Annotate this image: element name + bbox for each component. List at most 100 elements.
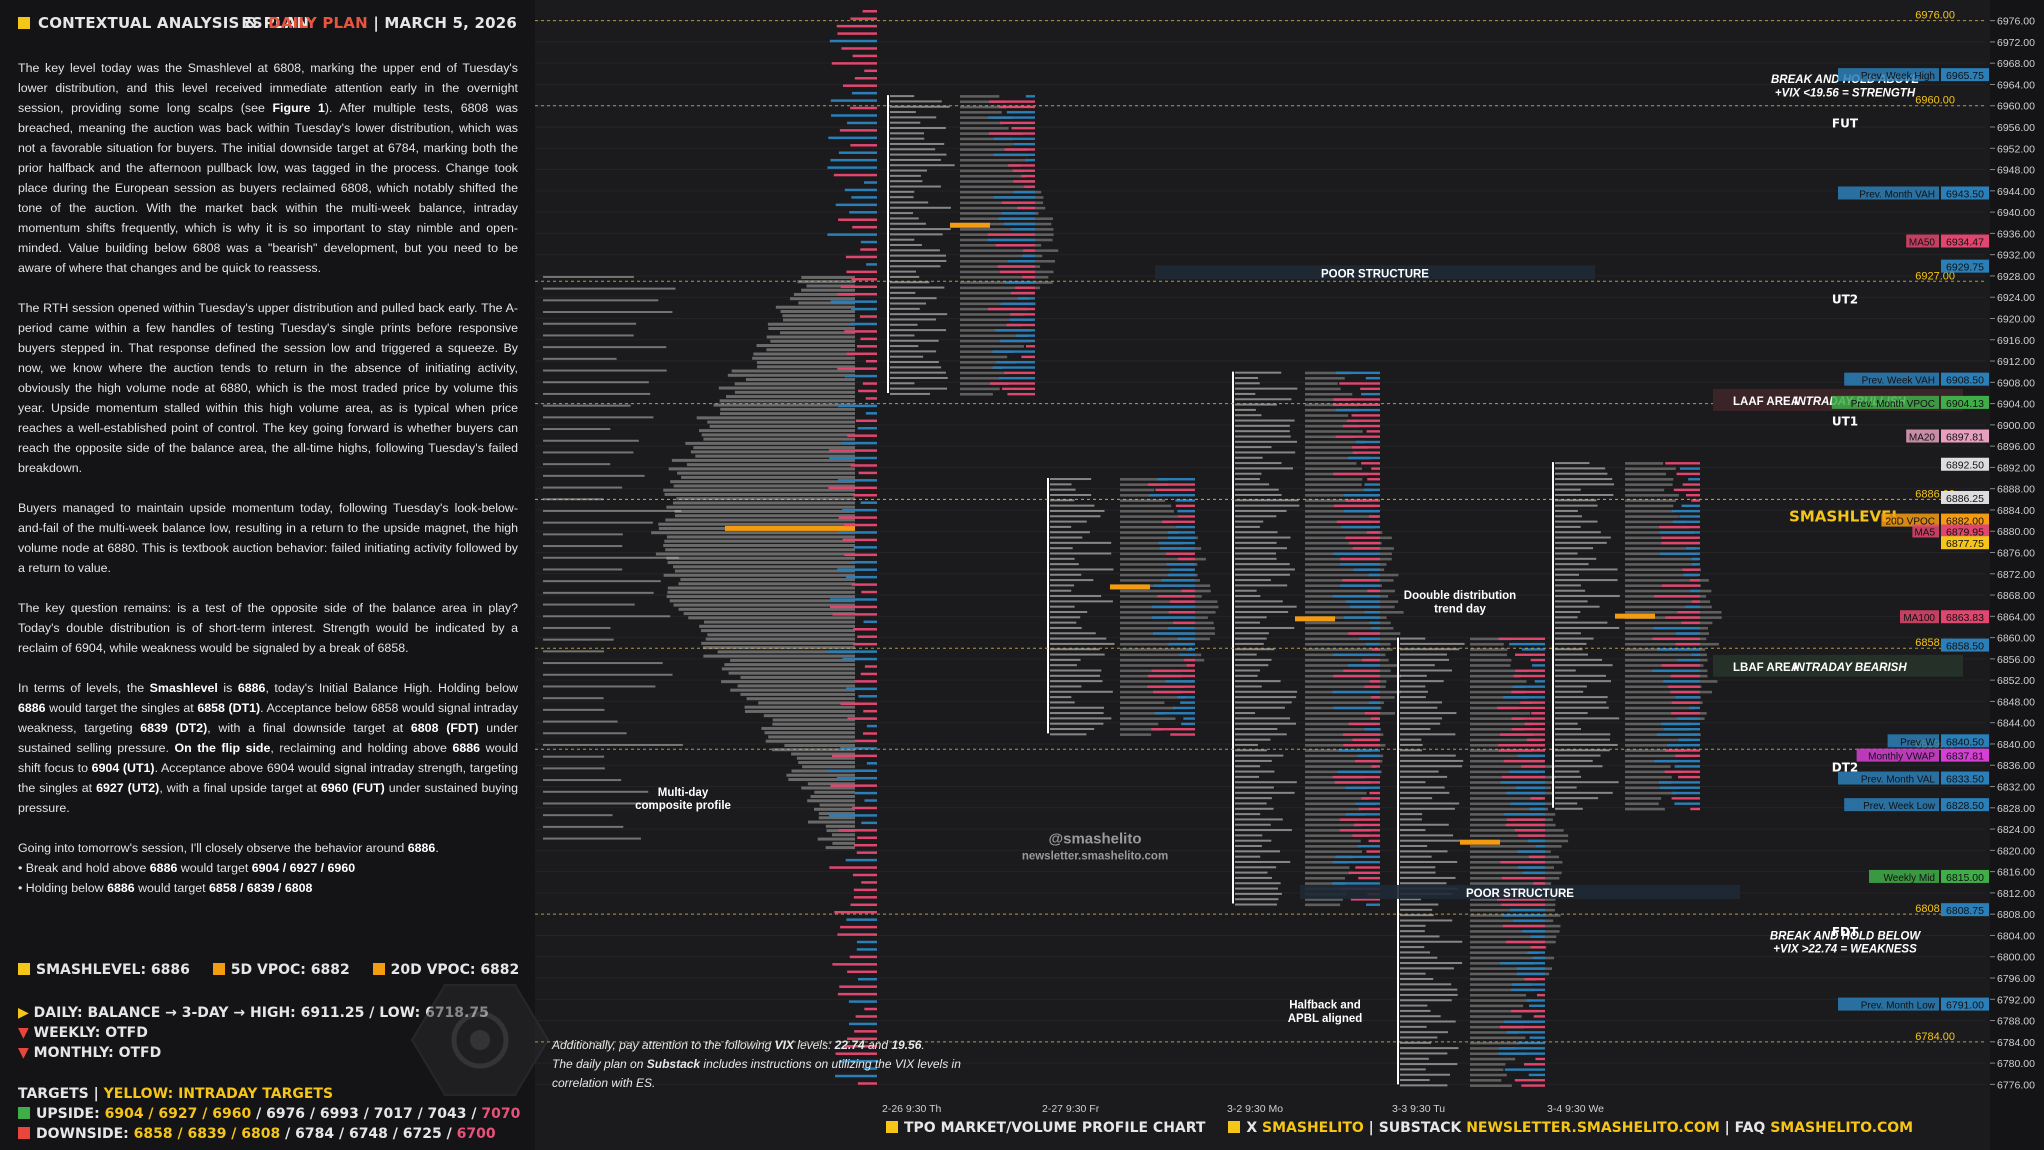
session-volume-bar [1506,818,1545,821]
session-profile-bar [1120,557,1206,561]
tpo-row [890,265,941,268]
session-profile-bar [1470,717,1525,720]
session-volume-bar [1341,525,1380,529]
session-volume-bar [1510,802,1545,805]
tpo-row [1235,674,1258,677]
composite-volume-bar [842,508,877,512]
tpo-row [890,345,919,348]
composite-volume-bar [845,255,877,259]
session-volume-bar [1370,696,1380,699]
session-profile-bar [1305,866,1350,869]
price-badge-name-bg [1844,372,1939,386]
session-volume-bar [1340,557,1380,561]
tpo-row [1050,611,1088,614]
composite-volume-bar [863,732,877,735]
annotation-text: LBAF AREA [1733,662,1799,674]
tpo-row [1400,664,1435,667]
annotation-text: LAAF AREA [1733,396,1799,408]
session-volume-bar [1344,509,1380,513]
composite-volume-bar [857,635,877,638]
composite-bar [666,535,855,539]
tpo-row [890,100,942,103]
session-profile-bar [960,291,1035,295]
session-volume-bar [1502,924,1545,928]
tpo-row [1400,1009,1431,1012]
composite-bar [786,773,855,777]
session-profile-bar [1470,882,1552,885]
tpo-row [1400,754,1456,757]
axis-tick-label: 6840.00 [1997,739,2035,751]
price-badge [1941,638,1989,652]
composite-volume-bar [853,628,877,631]
composite-volume-bar [838,531,877,534]
tpo-row [1400,930,1425,933]
session-profile-bar [1470,765,1555,768]
session-volume-bar [1186,664,1195,667]
composite-volume-bar [830,158,877,162]
composite-bar [665,518,855,522]
session-profile-bar [960,275,1049,279]
tpo-row [890,281,930,284]
session-profile-bar [960,116,1013,119]
composite-volume-bar [838,516,877,519]
session-profile-bar [1305,611,1404,614]
session-volume-bar [1024,185,1035,188]
tpo-row [1050,728,1095,731]
session-profile-bar [1120,733,1152,736]
paragraph-4: The key question remains: is a test of t… [18,601,518,655]
session-volume-bar [1021,355,1035,359]
session-volume-bar [1366,430,1380,433]
composite-bar [775,305,855,309]
tpo-letter-row [543,521,653,524]
tpo-row [1555,509,1578,512]
session-volume-bar [1511,690,1545,694]
session-profile-bar [1625,600,1711,603]
composite-volume-bar [835,203,877,207]
composite-bar [678,607,855,611]
annotation-text: BREAK AND HOLD BELOW [1770,930,1921,942]
substack-link[interactable]: NEWSLETTER.SMASHELITO.COM [1466,1120,1720,1136]
composite-bar [766,335,855,339]
faq-link[interactable]: SMASHELITO.COM [1770,1120,1914,1136]
axis-tick-label: 6932.00 [1997,250,2035,262]
tpo-letter-row [543,603,635,606]
tpo-row [1235,813,1261,816]
session-volume-bar [1332,403,1380,406]
composite-volume-bar [832,754,877,758]
session-profile-bar [1305,754,1384,758]
plan-label: DAILY PLAN [268,14,368,32]
composite-bar [672,501,855,505]
session-volume-bar [988,307,1035,311]
tpo-row [1235,887,1279,890]
session-profile-bar [1470,1068,1504,1072]
targets-downside: DOWNSIDE: 6858 / 6839 / 6808 / 6784 / 67… [18,1124,520,1144]
composite-bar [683,612,855,616]
session-profile-bar [1625,781,1672,784]
price-badge-value: 6965.75 [1946,70,1984,82]
session-profile-bar [1305,382,1338,385]
session-volume-bar [1659,525,1700,529]
composite-bar [686,463,855,467]
session-volume-bar [1502,775,1545,779]
session-volume-bar [1532,664,1545,667]
tpo-row [1235,371,1282,374]
session-volume-bar [1172,706,1195,710]
tpo-row [1400,951,1431,954]
composite-volume-bar [863,181,877,184]
tpo-row [1555,520,1598,523]
session-profile-bar [1305,717,1379,720]
tpo-letter-row [543,626,611,629]
tpo-letter-row [543,743,683,746]
tpo-row [1400,743,1423,746]
session-volume-bar [1672,791,1700,795]
session-volume-bar [1659,531,1700,534]
tpo-letter-row [543,790,649,793]
session-profile-bar [1470,935,1557,939]
trend-monthly: ▼ MONTHLY: OTFD [18,1045,162,1061]
tpo-row [1555,472,1608,475]
x-handle-link[interactable]: SMASHELITO [1262,1120,1364,1136]
tpo-row [1235,611,1289,614]
session-volume-bar [1690,589,1700,593]
session-volume-bar [1175,504,1195,508]
price-badge-value: 6879.95 [1946,526,1984,538]
